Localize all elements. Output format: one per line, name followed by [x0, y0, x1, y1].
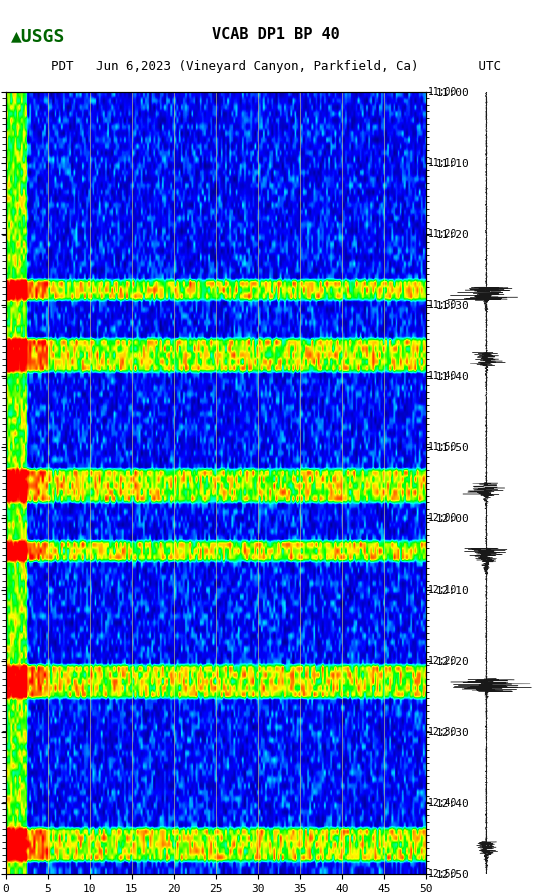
Text: 11:10: 11:10 — [428, 158, 458, 168]
Text: 11:40: 11:40 — [428, 371, 458, 381]
Text: 11:00: 11:00 — [428, 87, 458, 96]
Text: 11:20: 11:20 — [428, 229, 458, 239]
Text: PDT   Jun 6,2023 (Vineyard Canyon, Parkfield, Ca)        UTC: PDT Jun 6,2023 (Vineyard Canyon, Parkfie… — [51, 61, 501, 73]
Text: VCAB DP1 BP 40: VCAB DP1 BP 40 — [212, 27, 340, 42]
Text: 12:20: 12:20 — [428, 656, 458, 665]
Text: 12:00: 12:00 — [428, 514, 458, 524]
Text: 12:50: 12:50 — [428, 869, 458, 880]
Text: 11:50: 11:50 — [428, 442, 458, 452]
Text: 12:40: 12:40 — [428, 798, 458, 808]
Text: 12:30: 12:30 — [428, 727, 458, 737]
Text: 12:10: 12:10 — [428, 584, 458, 595]
Text: 11:30: 11:30 — [428, 300, 458, 310]
Text: ▲USGS: ▲USGS — [11, 28, 65, 45]
